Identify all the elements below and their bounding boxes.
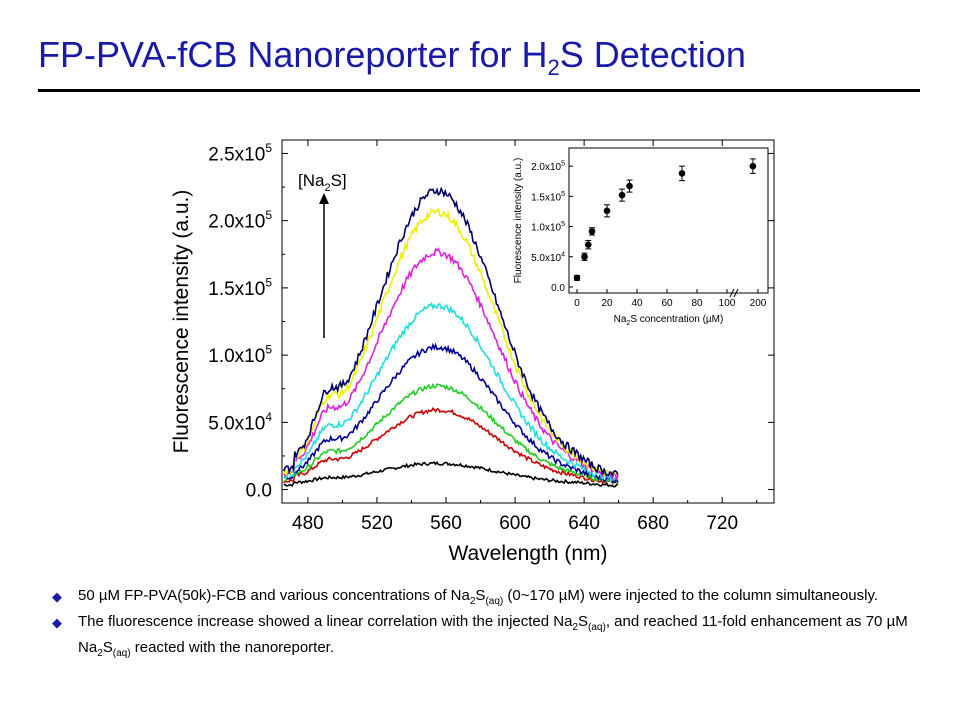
- data-point: [584, 241, 592, 248]
- inset-x-axis-label: Na2S concentration (µM): [614, 314, 724, 327]
- bullet-diamond-icon: ◆: [52, 589, 62, 604]
- inset-y-tick-label: 5.0x104: [531, 251, 565, 264]
- spectrum-line: [283, 406, 619, 486]
- bullet-item: ◆ 50 µM FP-PVA(50k)-FCB and various conc…: [52, 586, 932, 612]
- spectrum-line: [283, 247, 619, 482]
- x-tick-label: 560: [430, 513, 462, 534]
- data-point: [588, 228, 596, 235]
- inset-x-tick-label: 40: [631, 298, 643, 309]
- spectrum-line: [282, 186, 619, 477]
- x-tick-label: 720: [706, 513, 738, 534]
- title-pre: FP-PVA-fCB Nanoreporter for H: [38, 34, 548, 75]
- title-sub: 2: [547, 55, 560, 81]
- x-tick-label: 520: [361, 513, 393, 534]
- x-tick-label: 600: [499, 513, 531, 534]
- inset-y-axis-label: Fluorescence intensity (a.u.): [513, 158, 524, 284]
- inset-x-tick-label: 60: [661, 298, 673, 309]
- inset-x-tick-label: 100: [719, 298, 736, 309]
- x-tick-label: 680: [637, 513, 669, 534]
- spectrum-line: [283, 342, 619, 484]
- inset-y-tick-label: 1.0x105: [531, 221, 565, 234]
- inset-x-tick-label: 200: [750, 298, 767, 309]
- x-tick-label: 640: [568, 513, 600, 534]
- y-tick-label: 1.5x105: [208, 275, 272, 300]
- inset-y-tick-label: 0.0: [551, 283, 565, 294]
- inset-chart: 0 20 40 60 80 100 200 0.0 5.0x104 1.0x105 1.5x105 2…: [513, 147, 769, 327]
- x-tick-label: 480: [292, 513, 324, 534]
- y-tick-label: 1.0x105: [208, 343, 272, 368]
- spectrum-line: [283, 382, 619, 485]
- bullet-text: The fluorescence increase showed a linea…: [78, 613, 908, 659]
- bullet-diamond-icon: ◆: [52, 615, 62, 630]
- arrow-head-icon: [319, 193, 329, 204]
- spectrum-line: [282, 207, 619, 478]
- y-tick-label: 5.0x104: [208, 410, 272, 435]
- inset-x-tick-label: 80: [691, 298, 703, 309]
- inset-y-tick-label: 1.5x105: [531, 191, 565, 204]
- bullet-item: ◆ The fluorescence increase showed a lin…: [52, 612, 932, 664]
- spectrum-line: [283, 301, 619, 483]
- data-point: [678, 170, 686, 177]
- y-tick-label: 0.0: [246, 481, 272, 502]
- axis-break-icon: [729, 288, 735, 298]
- concentration-label: [Na2S]: [298, 171, 347, 194]
- page-title: FP-PVA-fCB Nanoreporter for H2S Detectio…: [38, 34, 746, 81]
- bullet-text: 50 µM FP-PVA(50k)-FCB and various concen…: [78, 587, 879, 607]
- data-point: [603, 207, 611, 215]
- main-chart: 480 520 560 600 640 680 7200.05.0x1041.0x1051.…: [170, 139, 775, 565]
- data-point: [626, 182, 633, 190]
- data-point: [749, 162, 757, 170]
- title-post: S Detection: [559, 34, 746, 75]
- title-underline: [38, 89, 920, 92]
- inset-x-tick-label: 20: [601, 298, 613, 309]
- data-point: [618, 191, 626, 199]
- data-point: [573, 274, 581, 282]
- axis-break-icon: [733, 288, 739, 298]
- y-tick-label: 2.0x105: [208, 208, 272, 233]
- inset-plot-frame: [568, 147, 769, 294]
- y-axis-label: Fluorescence intensity (a.u.): [170, 190, 193, 454]
- y-tick-label: 2.5x105: [208, 141, 272, 166]
- inset-x-tick-label: 0: [574, 298, 580, 309]
- x-axis-label: Wavelength (nm): [448, 542, 607, 565]
- bullet-list: ◆ 50 µM FP-PVA(50k)-FCB and various conc…: [52, 586, 932, 664]
- data-point: [581, 253, 588, 261]
- spectrum-line: [283, 460, 619, 488]
- inset-y-tick-label: 2.0x105: [531, 161, 565, 174]
